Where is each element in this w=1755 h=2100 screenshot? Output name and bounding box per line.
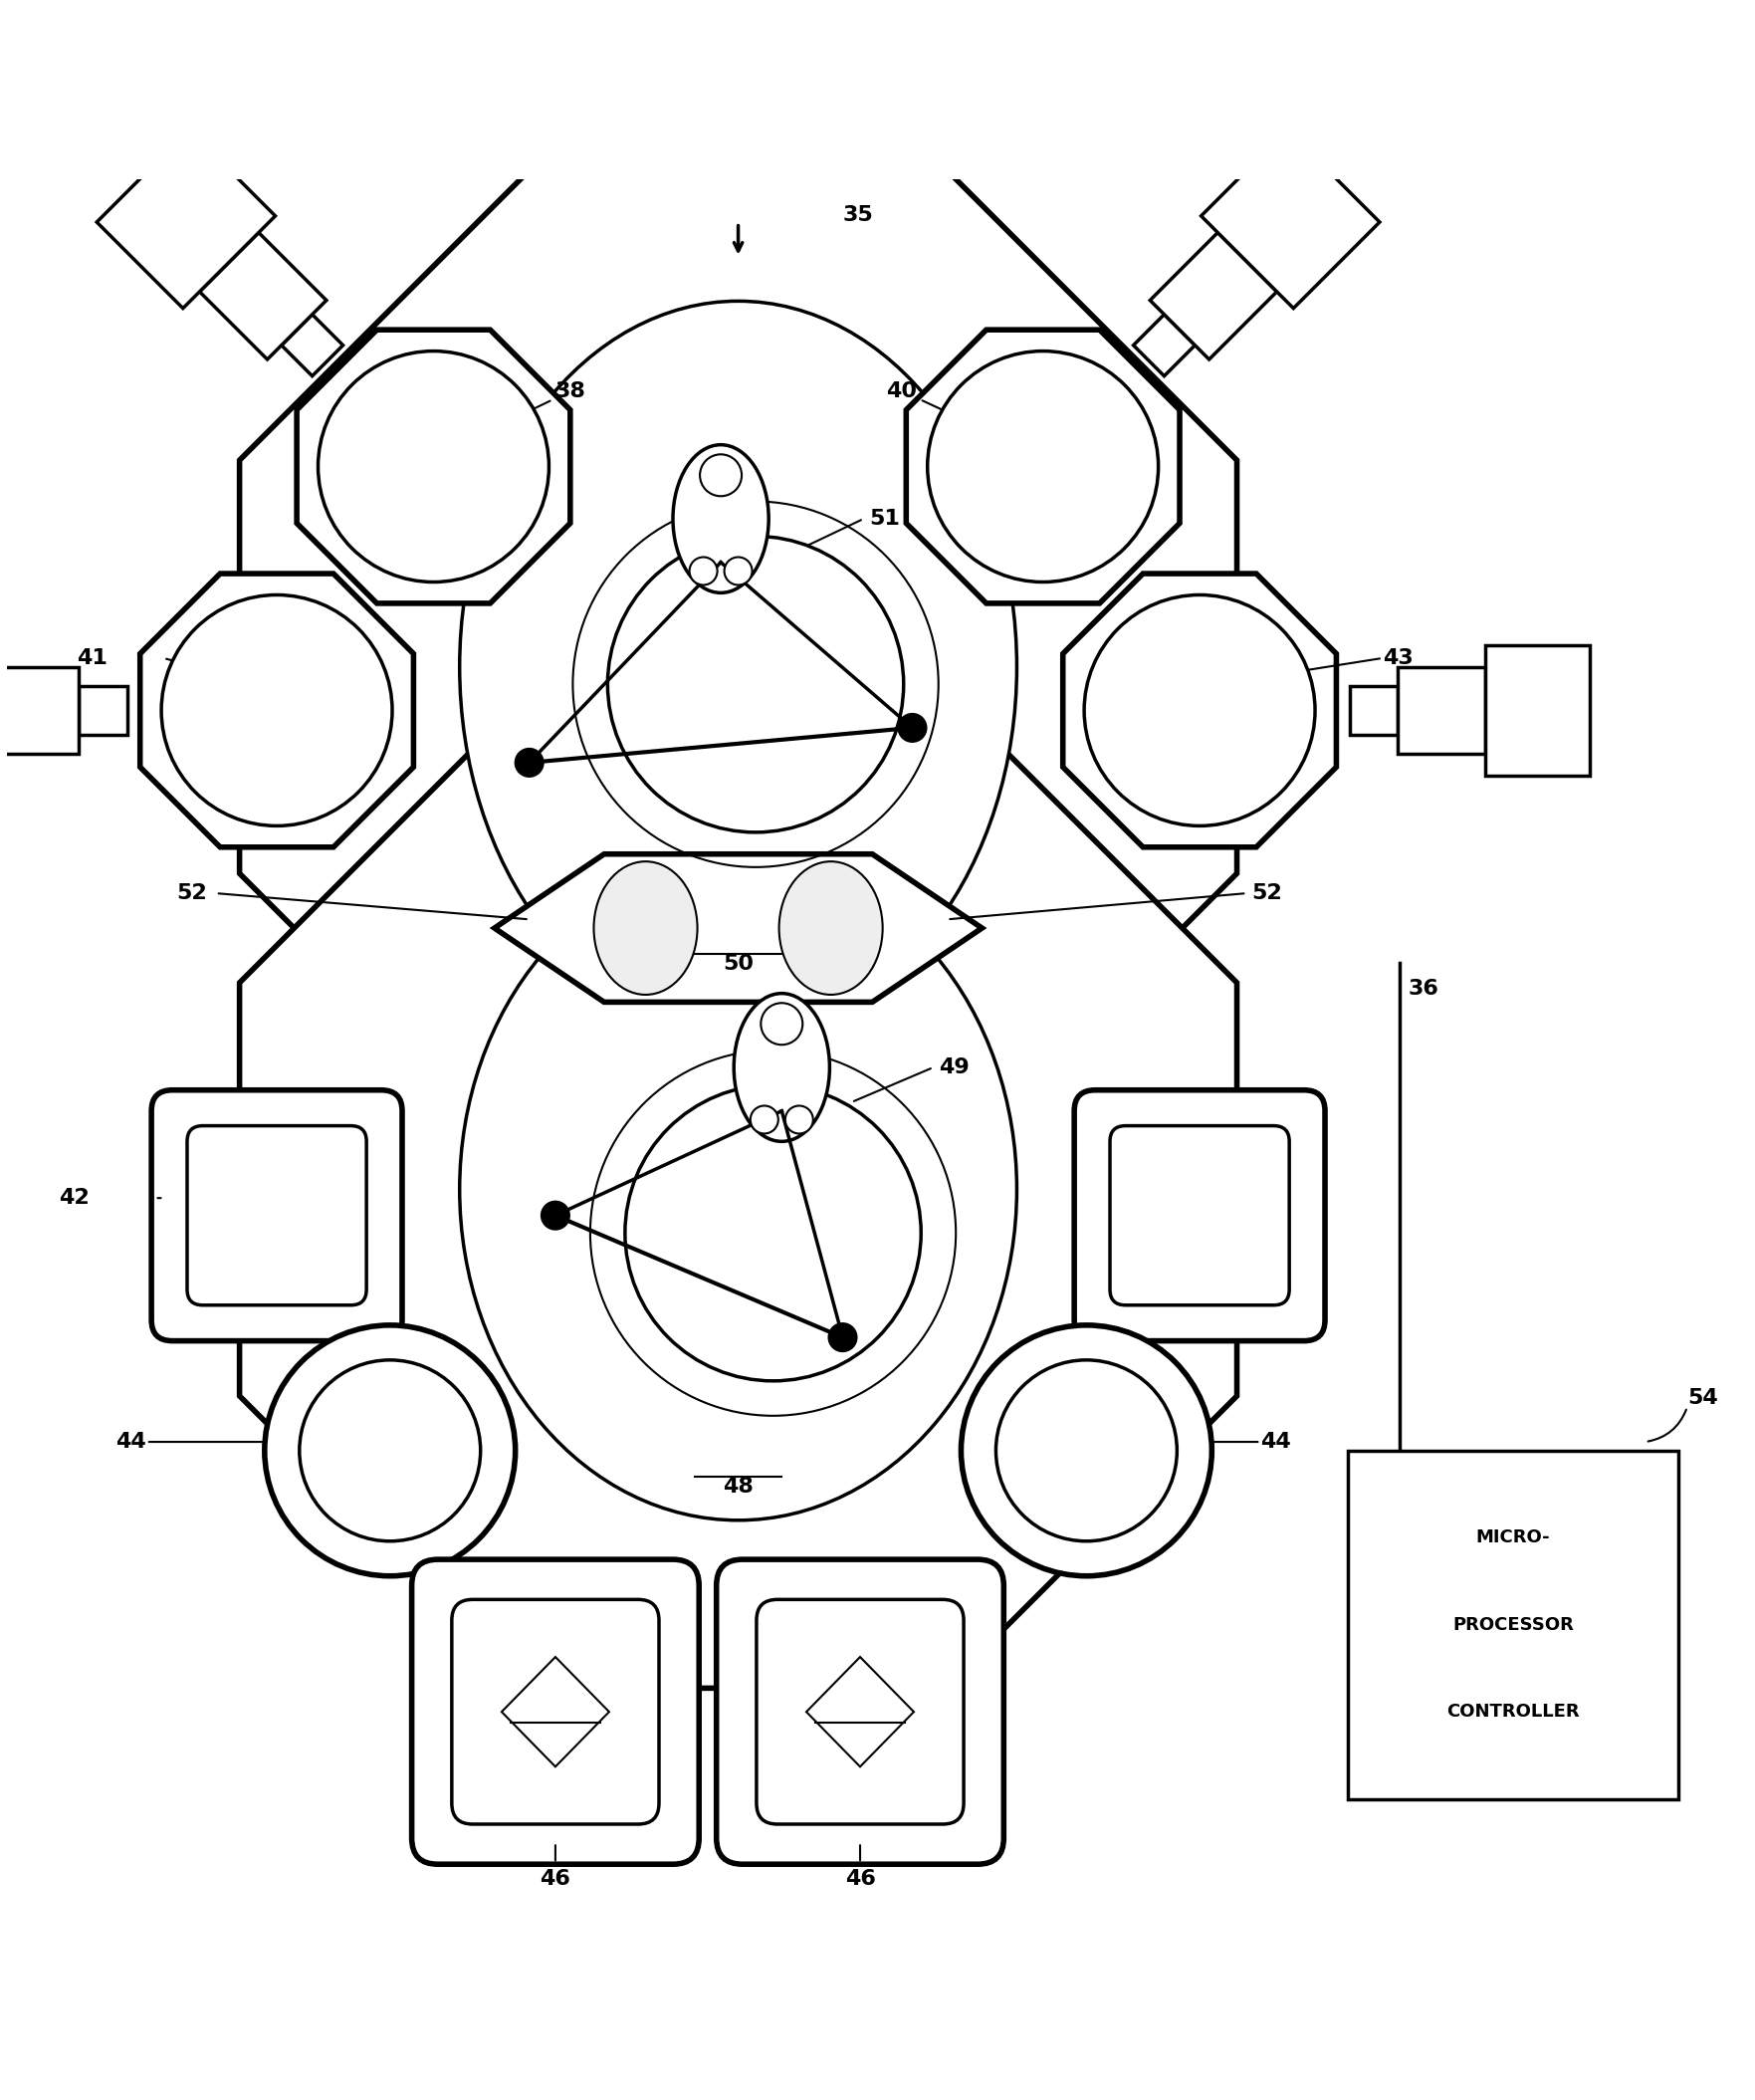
- Polygon shape: [1485, 645, 1590, 775]
- Text: 46: 46: [541, 1869, 570, 1888]
- Circle shape: [899, 714, 927, 741]
- Text: 52: 52: [1251, 884, 1283, 903]
- Polygon shape: [906, 330, 1179, 603]
- Text: CONTROLLER: CONTROLLER: [1446, 1703, 1580, 1720]
- Text: 49: 49: [939, 1058, 969, 1077]
- Circle shape: [700, 454, 742, 496]
- Polygon shape: [200, 233, 326, 359]
- Ellipse shape: [672, 445, 769, 592]
- Text: 44: 44: [116, 1432, 146, 1451]
- Circle shape: [995, 1361, 1178, 1541]
- Polygon shape: [806, 1657, 914, 1766]
- Circle shape: [318, 351, 549, 582]
- Text: 44: 44: [1260, 1432, 1292, 1451]
- Text: 52: 52: [177, 884, 207, 903]
- Text: 43: 43: [1383, 649, 1413, 668]
- Text: 35: 35: [842, 206, 874, 225]
- Text: 50: 50: [723, 953, 753, 974]
- Ellipse shape: [593, 861, 697, 995]
- Text: 51: 51: [869, 508, 900, 529]
- Text: 54: 54: [1687, 1388, 1718, 1409]
- Text: MICRO-: MICRO-: [1476, 1529, 1550, 1546]
- Polygon shape: [0, 668, 79, 754]
- Circle shape: [962, 1325, 1211, 1575]
- Polygon shape: [1150, 233, 1278, 359]
- Ellipse shape: [734, 993, 830, 1142]
- FancyBboxPatch shape: [151, 1090, 402, 1342]
- Circle shape: [751, 1107, 777, 1134]
- Circle shape: [300, 1361, 481, 1541]
- Polygon shape: [140, 573, 414, 846]
- Circle shape: [784, 1107, 813, 1134]
- Text: PROCESSOR: PROCESSOR: [1453, 1615, 1574, 1634]
- Polygon shape: [297, 330, 570, 603]
- Text: 41: 41: [77, 649, 107, 668]
- FancyBboxPatch shape: [1074, 1090, 1325, 1342]
- Bar: [1348, 1451, 1678, 1800]
- Polygon shape: [239, 691, 1237, 1688]
- Polygon shape: [239, 168, 1237, 1166]
- FancyBboxPatch shape: [188, 1126, 367, 1306]
- Circle shape: [762, 1004, 802, 1046]
- Circle shape: [1085, 594, 1314, 825]
- Circle shape: [516, 750, 544, 777]
- Circle shape: [927, 351, 1158, 582]
- FancyBboxPatch shape: [716, 1560, 1004, 1865]
- Ellipse shape: [460, 859, 1016, 1520]
- Text: 38: 38: [470, 380, 586, 439]
- FancyBboxPatch shape: [756, 1600, 963, 1825]
- Polygon shape: [1134, 315, 1195, 376]
- Circle shape: [625, 1086, 921, 1382]
- Polygon shape: [1200, 130, 1379, 309]
- FancyBboxPatch shape: [451, 1600, 658, 1825]
- Polygon shape: [495, 855, 983, 1002]
- Circle shape: [828, 1323, 856, 1350]
- Polygon shape: [1064, 573, 1336, 846]
- Polygon shape: [97, 130, 276, 309]
- FancyBboxPatch shape: [1109, 1126, 1290, 1306]
- Ellipse shape: [460, 300, 1016, 1033]
- FancyBboxPatch shape: [412, 1560, 698, 1865]
- Circle shape: [607, 536, 904, 832]
- Text: 36: 36: [1409, 979, 1439, 1000]
- Ellipse shape: [779, 861, 883, 995]
- Polygon shape: [502, 1657, 609, 1766]
- Polygon shape: [281, 315, 342, 376]
- Circle shape: [725, 556, 753, 586]
- Text: 40: 40: [886, 380, 1006, 439]
- Circle shape: [265, 1325, 516, 1575]
- Polygon shape: [1350, 687, 1399, 735]
- Text: 46: 46: [844, 1869, 876, 1888]
- Polygon shape: [1399, 668, 1485, 754]
- Text: 48: 48: [723, 1476, 753, 1497]
- Text: 42: 42: [60, 1189, 90, 1208]
- Circle shape: [542, 1201, 569, 1228]
- Polygon shape: [79, 687, 126, 735]
- Circle shape: [690, 556, 718, 586]
- Circle shape: [161, 594, 391, 825]
